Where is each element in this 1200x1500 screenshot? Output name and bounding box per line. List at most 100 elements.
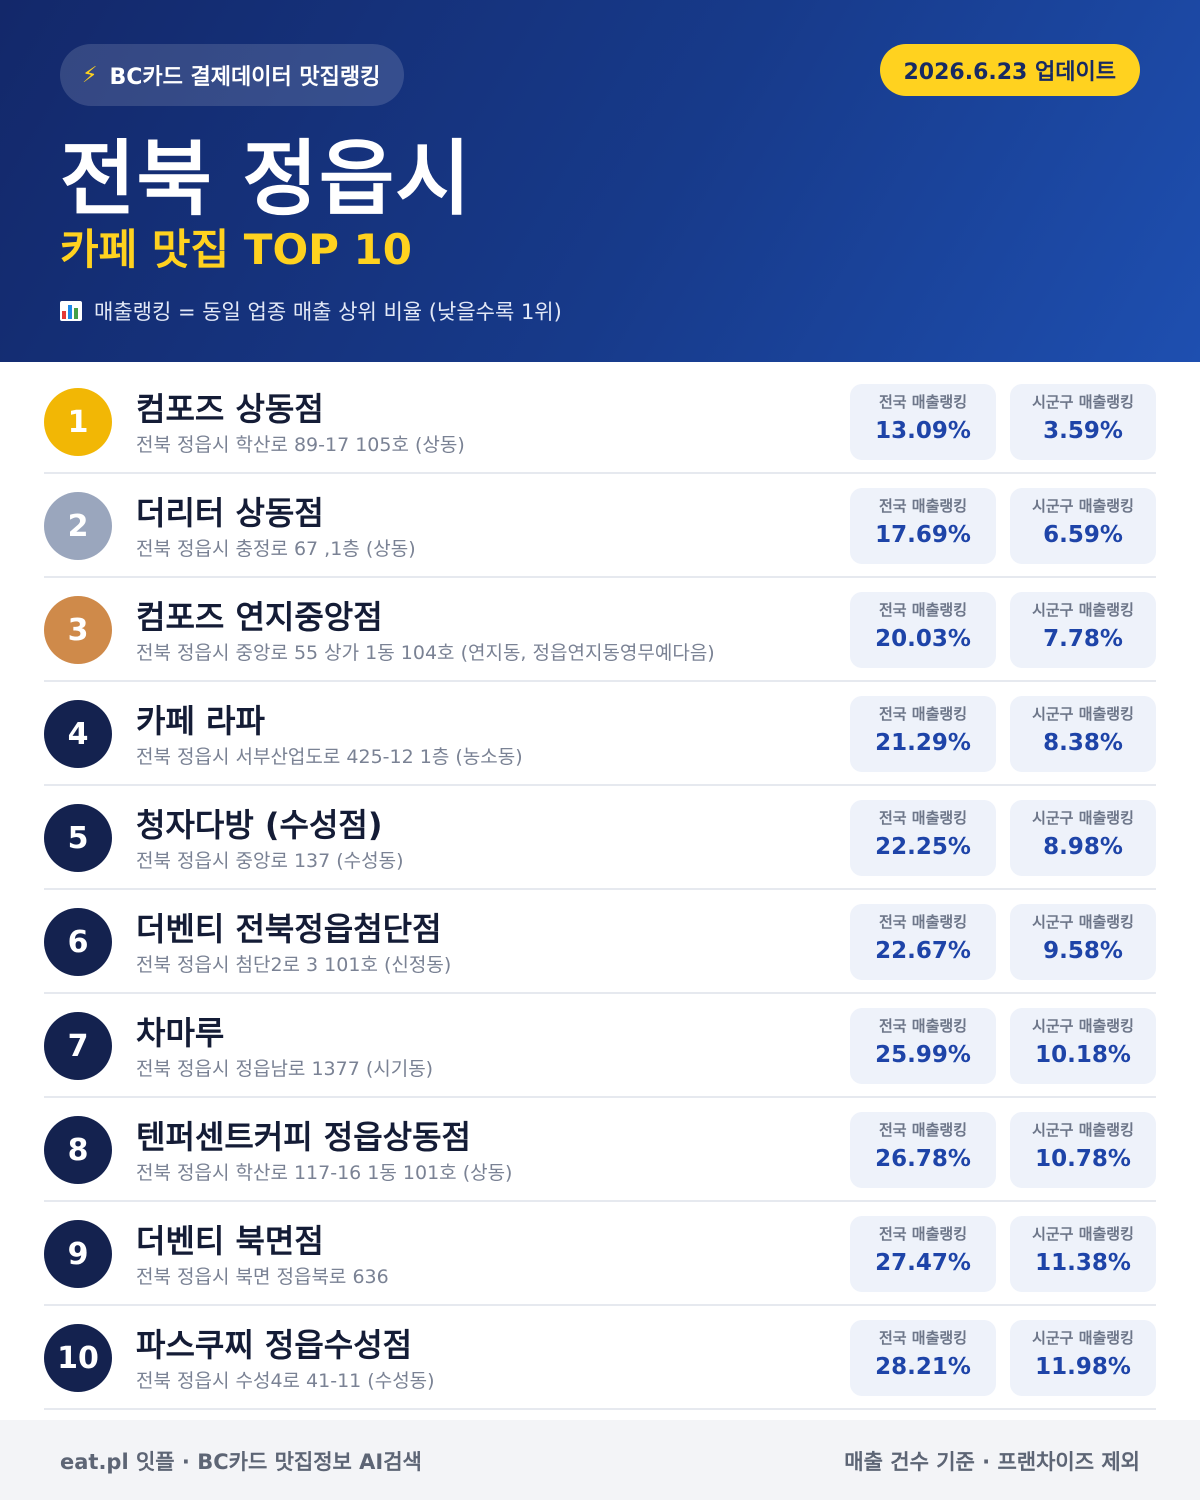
local-ranking-value: 3.59%	[1043, 418, 1123, 444]
national-ranking-label: 전국 매출랭킹	[878, 705, 968, 723]
national-ranking-card: 전국 매출랭킹 27.47%	[850, 1216, 996, 1292]
source-pill: ⚡ BC카드 결제데이터 맛집랭킹	[60, 44, 405, 106]
footer: eat.pl 잇플 · BC카드 맛집정보 AI검색 매출 건수 기준 · 프랜…	[0, 1420, 1200, 1500]
national-ranking-value: 13.09%	[875, 418, 971, 444]
national-ranking-label: 전국 매출랭킹	[878, 1329, 968, 1347]
footer-criteria: 매출 건수 기준 · 프랜차이즈 제외	[844, 1450, 1140, 1474]
local-ranking-value: 11.98%	[1035, 1354, 1131, 1380]
national-ranking-label: 전국 매출랭킹	[878, 1121, 968, 1139]
national-ranking-card: 전국 매출랭킹 17.69%	[850, 488, 996, 564]
rank-badge: 7	[44, 1012, 112, 1080]
national-ranking-value: 28.21%	[875, 1354, 971, 1380]
ranking-row[interactable]: 1 컴포즈 상동점 전북 정읍시 학산로 89-17 105호 (상동) 전국 매출랭…	[44, 370, 1156, 474]
national-ranking-label: 전국 매출랭킹	[878, 393, 968, 411]
local-ranking-card: 시군구 매출랭킹 7.78%	[1010, 592, 1156, 668]
local-ranking-card: 시군구 매출랭킹 11.98%	[1010, 1320, 1156, 1396]
local-ranking-card: 시군구 매출랭킹 8.38%	[1010, 696, 1156, 772]
store-name: 더벤티 북면점	[136, 1222, 324, 1260]
store-name: 컴포즈 연지중앙점	[136, 598, 383, 636]
local-ranking-card: 시군구 매출랭킹 10.78%	[1010, 1112, 1156, 1188]
national-ranking-label: 전국 매출랭킹	[878, 601, 968, 619]
national-ranking-card: 전국 매출랭킹 28.21%	[850, 1320, 996, 1396]
local-ranking-card: 시군구 매출랭킹 9.58%	[1010, 904, 1156, 980]
ranking-row[interactable]: 9 더벤티 북면점 전북 정읍시 북면 정읍북로 636 전국 매출랭킹 27.47% 시…	[44, 1202, 1156, 1306]
national-ranking-value: 27.47%	[875, 1250, 971, 1276]
rank-badge: 1	[44, 388, 112, 456]
local-ranking-card: 시군구 매출랭킹 3.59%	[1010, 384, 1156, 460]
ranking-row[interactable]: 6 더벤티 전북정읍첨단점 전북 정읍시 첨단2로 3 101호 (신정동) 전국 매…	[44, 890, 1156, 994]
local-ranking-card: 시군구 매출랭킹 11.38%	[1010, 1216, 1156, 1292]
national-ranking-value: 17.69%	[875, 522, 971, 548]
store-name: 컴포즈 상동점	[136, 390, 324, 428]
local-ranking-label: 시군구 매출랭킹	[1032, 393, 1134, 411]
national-ranking-label: 전국 매출랭킹	[878, 913, 968, 931]
store-name: 파스쿠찌 정읍수성점	[136, 1326, 413, 1364]
store-address: 전북 정읍시 서부산업도로 425-12 1층 (농소동)	[136, 746, 523, 768]
national-ranking-label: 전국 매출랭킹	[878, 809, 968, 827]
source-label: BC카드 결제데이터 맛집랭킹	[109, 65, 381, 90]
store-name: 차마루	[136, 1014, 225, 1052]
local-ranking-value: 10.78%	[1035, 1146, 1131, 1172]
national-ranking-card: 전국 매출랭킹 25.99%	[850, 1008, 996, 1084]
national-ranking-value: 22.67%	[875, 938, 971, 964]
national-ranking-card: 전국 매출랭킹 26.78%	[850, 1112, 996, 1188]
local-ranking-card: 시군구 매출랭킹 6.59%	[1010, 488, 1156, 564]
ranking-list: 1 컴포즈 상동점 전북 정읍시 학산로 89-17 105호 (상동) 전국 매출랭…	[44, 370, 1156, 1410]
national-ranking-label: 전국 매출랭킹	[878, 1225, 968, 1243]
rank-badge: 2	[44, 492, 112, 560]
national-ranking-card: 전국 매출랭킹 20.03%	[850, 592, 996, 668]
local-ranking-label: 시군구 매출랭킹	[1032, 1017, 1134, 1035]
header-banner: ⚡ BC카드 결제데이터 맛집랭킹 2026.6.23 업데이트 전북 정읍시 …	[0, 0, 1200, 362]
local-ranking-value: 9.58%	[1043, 938, 1123, 964]
local-ranking-card: 시군구 매출랭킹 10.18%	[1010, 1008, 1156, 1084]
ranking-row[interactable]: 7 차마루 전북 정읍시 정읍남로 1377 (시기동) 전국 매출랭킹 25.99% 시…	[44, 994, 1156, 1098]
local-ranking-label: 시군구 매출랭킹	[1032, 497, 1134, 515]
store-address: 전북 정읍시 중앙로 55 상가 1동 104호 (연지동, 정읍연지동영무예다…	[136, 642, 715, 664]
store-address: 전북 정읍시 충정로 67 ,1층 (상동)	[136, 538, 416, 560]
rank-badge: 4	[44, 700, 112, 768]
store-address: 전북 정읍시 첨단2로 3 101호 (신정동)	[136, 954, 452, 976]
page-subtitle: 카페 맛집 TOP 10	[60, 225, 413, 274]
national-ranking-value: 25.99%	[875, 1042, 971, 1068]
local-ranking-label: 시군구 매출랭킹	[1032, 1121, 1134, 1139]
local-ranking-value: 10.18%	[1035, 1042, 1131, 1068]
local-ranking-label: 시군구 매출랭킹	[1032, 1329, 1134, 1347]
rank-badge: 8	[44, 1116, 112, 1184]
store-address: 전북 정읍시 수성4로 41-11 (수성동)	[136, 1370, 435, 1392]
local-ranking-value: 6.59%	[1043, 522, 1123, 548]
local-ranking-value: 11.38%	[1035, 1250, 1131, 1276]
national-ranking-value: 20.03%	[875, 626, 971, 652]
rank-badge: 3	[44, 596, 112, 664]
lightning-bolt-icon: ⚡	[82, 62, 98, 88]
update-date-badge: 2026.6.23 업데이트	[879, 44, 1140, 96]
footer-credit: eat.pl 잇플 · BC카드 맛집정보 AI검색	[60, 1450, 422, 1474]
local-ranking-label: 시군구 매출랭킹	[1032, 705, 1134, 723]
national-ranking-card: 전국 매출랭킹 22.67%	[850, 904, 996, 980]
national-ranking-card: 전국 매출랭킹 22.25%	[850, 800, 996, 876]
page-title: 전북 정읍시	[60, 132, 472, 227]
local-ranking-label: 시군구 매출랭킹	[1032, 809, 1134, 827]
national-ranking-value: 21.29%	[875, 730, 971, 756]
store-name: 청자다방 (수성점)	[136, 806, 383, 844]
local-ranking-value: 8.38%	[1043, 730, 1123, 756]
local-ranking-value: 7.78%	[1043, 626, 1123, 652]
store-name: 더벤티 전북정읍첨단점	[136, 910, 442, 948]
local-ranking-label: 시군구 매출랭킹	[1032, 1225, 1134, 1243]
store-address: 전북 정읍시 정읍남로 1377 (시기동)	[136, 1058, 434, 1080]
ranking-row[interactable]: 4 카페 라파 전북 정읍시 서부산업도로 425-12 1층 (농소동) 전국 매출…	[44, 682, 1156, 786]
bar-chart-icon	[60, 301, 82, 321]
national-ranking-card: 전국 매출랭킹 13.09%	[850, 384, 996, 460]
store-name: 더리터 상동점	[136, 494, 324, 532]
ranking-row[interactable]: 5 청자다방 (수성점) 전북 정읍시 중앙로 137 (수성동) 전국 매출랭킹 22…	[44, 786, 1156, 890]
rank-badge: 10	[44, 1324, 112, 1392]
store-address: 전북 정읍시 학산로 117-16 1동 101호 (상동)	[136, 1162, 513, 1184]
rank-badge: 5	[44, 804, 112, 872]
national-ranking-value: 26.78%	[875, 1146, 971, 1172]
store-address: 전북 정읍시 중앙로 137 (수성동)	[136, 850, 404, 872]
store-name: 텐퍼센트커피 정읍상동점	[136, 1118, 471, 1156]
store-address: 전북 정읍시 북면 정읍북로 636	[136, 1266, 389, 1288]
